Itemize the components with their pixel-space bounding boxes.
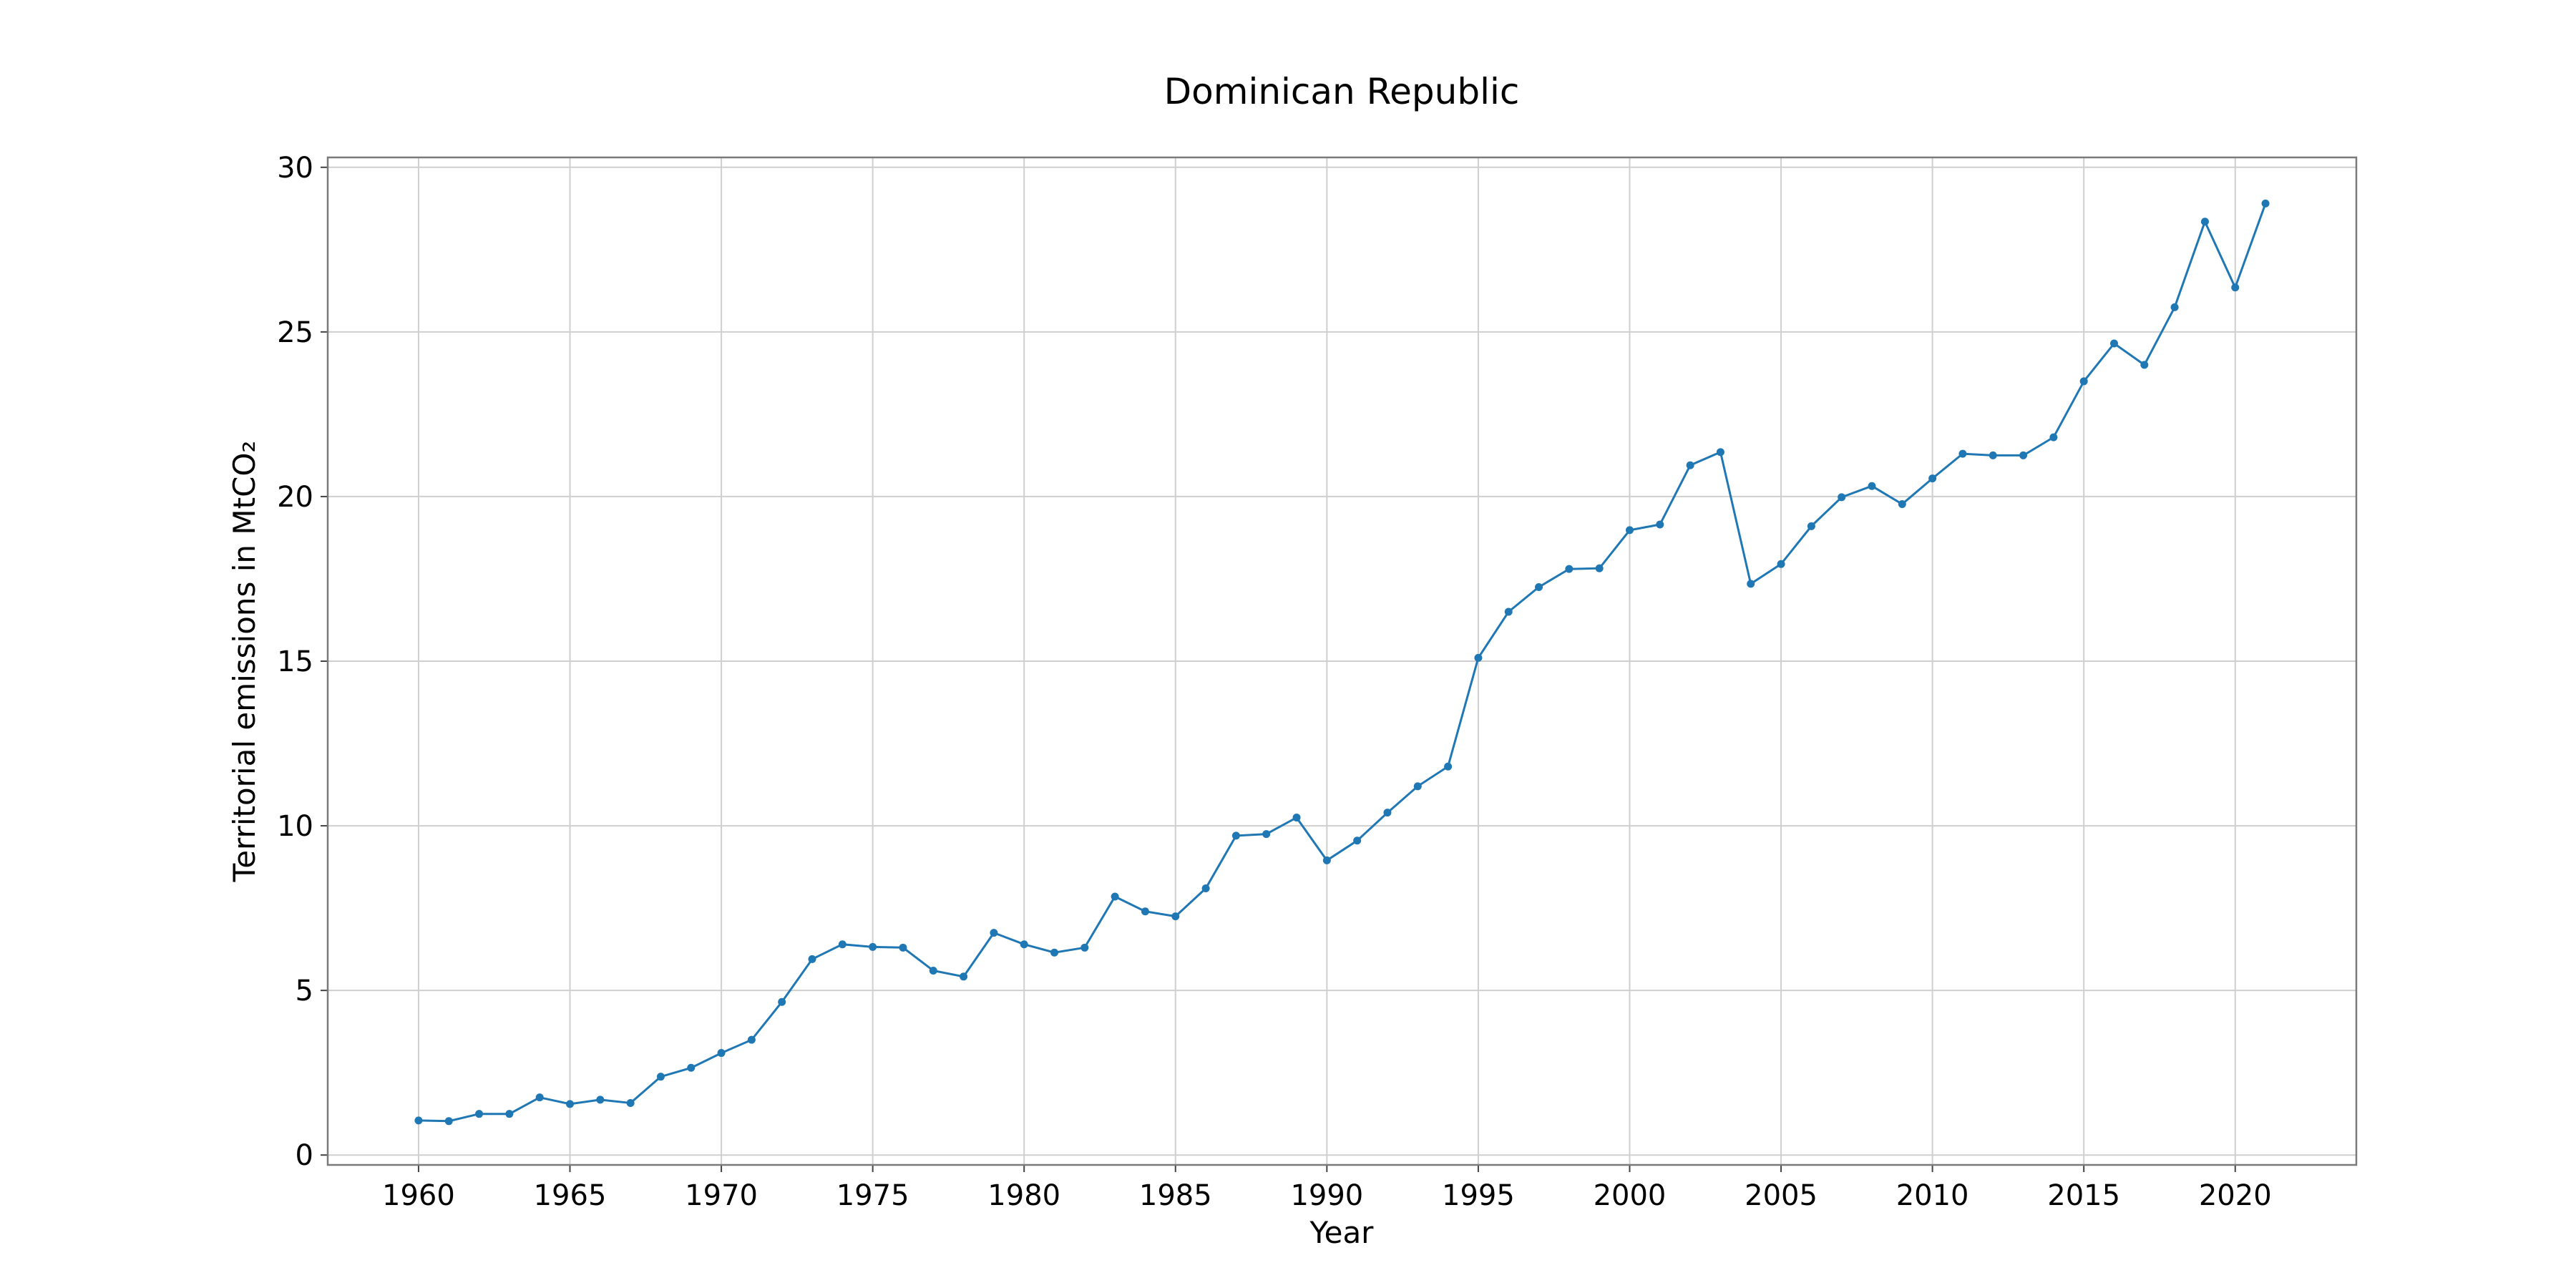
data-point: [1686, 461, 1694, 469]
data-point: [1595, 564, 1604, 572]
data-point: [2170, 303, 2179, 311]
data-point: [717, 1049, 726, 1058]
data-point: [1231, 831, 1240, 840]
data-point: [1201, 884, 1210, 892]
data-point: [1565, 565, 1574, 573]
data-point: [1958, 449, 1967, 458]
plot-frame: [326, 156, 2358, 1166]
data-point: [2200, 218, 2209, 226]
data-point: [1292, 814, 1301, 822]
y-tick-label: 10: [277, 810, 313, 843]
x-axis-title: Year: [1309, 1215, 1375, 1250]
series-line: [418, 203, 2267, 1123]
data-point: [1656, 520, 1664, 529]
y-tick-label: 25: [277, 316, 313, 349]
data-point: [656, 1073, 665, 1081]
axis-ticks: 1960 1965 1970 1975 1980 1985 1990 1995 2000 2005…: [277, 152, 2272, 1212]
x-tick-label: 1990: [1290, 1179, 1363, 1212]
data-point: [1504, 608, 1513, 616]
chart-title: Dominican Republic: [1164, 71, 1520, 112]
data-point: [1262, 830, 1271, 839]
x-tick-label: 1970: [685, 1179, 758, 1212]
y-tick-label: 0: [296, 1139, 313, 1172]
grid-lines: [328, 157, 2356, 1165]
data-point: [869, 942, 877, 951]
data-point: [1928, 474, 1937, 483]
data-point: [596, 1096, 605, 1104]
data-point: [2019, 451, 2028, 459]
data-point: [2231, 283, 2240, 292]
data-point: [2261, 199, 2270, 208]
data-point: [414, 1116, 423, 1125]
data-point: [2049, 433, 2058, 441]
data-point: [929, 967, 937, 975]
x-tick-label: 1965: [534, 1179, 607, 1212]
x-tick-label: 1980: [987, 1179, 1060, 1212]
data-point: [1413, 782, 1422, 791]
x-tick-label: 1985: [1139, 1179, 1212, 1212]
data-point: [1535, 582, 1543, 591]
x-tick-label: 2005: [1745, 1179, 1818, 1212]
data-point: [1989, 451, 1997, 459]
data-point: [1050, 948, 1059, 957]
data-point: [1625, 526, 1634, 535]
y-tick-label: 30: [277, 152, 313, 185]
data-point: [2109, 339, 2118, 348]
data-point: [1444, 762, 1453, 771]
data-point: [1111, 892, 1119, 901]
y-tick-label: 15: [277, 645, 313, 678]
x-tick-label: 2015: [2047, 1179, 2120, 1212]
data-point: [505, 1110, 514, 1118]
data-point: [747, 1035, 756, 1044]
data-point: [990, 929, 998, 937]
data-point: [1383, 809, 1392, 817]
data-point: [1474, 653, 1483, 662]
data-point: [1020, 940, 1028, 949]
data-point: [1807, 522, 1815, 530]
x-tick-label: 1975: [836, 1179, 909, 1212]
data-point: [444, 1117, 453, 1126]
y-tick-label: 20: [277, 481, 313, 514]
data-point: [808, 955, 816, 963]
data-point: [1868, 482, 1876, 490]
y-tick-label: 5: [296, 975, 313, 1008]
x-tick-label: 1960: [382, 1179, 455, 1212]
data-point: [2140, 361, 2149, 369]
data-point: [1747, 580, 1755, 588]
x-tick-label: 1995: [1442, 1179, 1515, 1212]
data-point: [566, 1100, 575, 1108]
data-point: [1898, 500, 1906, 509]
data-point: [899, 943, 907, 952]
data-point: [1141, 907, 1149, 916]
data-point: [1838, 493, 1846, 502]
data-point: [1777, 560, 1785, 568]
data-point: [1353, 836, 1362, 845]
data-point: [1080, 943, 1089, 952]
x-tick-label: 2020: [2199, 1179, 2272, 1212]
data-point: [626, 1098, 635, 1107]
data-point: [960, 972, 968, 981]
data-point: [535, 1093, 544, 1102]
data-point: [1716, 448, 1724, 457]
data-point: [1322, 856, 1331, 864]
data-point: [475, 1110, 484, 1118]
data-point: [687, 1063, 696, 1072]
x-tick-label: 2000: [1594, 1179, 1667, 1212]
data-point: [838, 940, 847, 949]
data-point: [778, 997, 786, 1006]
data-point: [2079, 377, 2088, 386]
y-axis-title: Territorial emissions in MtCO₂: [227, 441, 262, 883]
data-point: [1171, 912, 1180, 921]
x-tick-label: 2010: [1896, 1179, 1969, 1212]
series-layer: [414, 199, 2270, 1126]
